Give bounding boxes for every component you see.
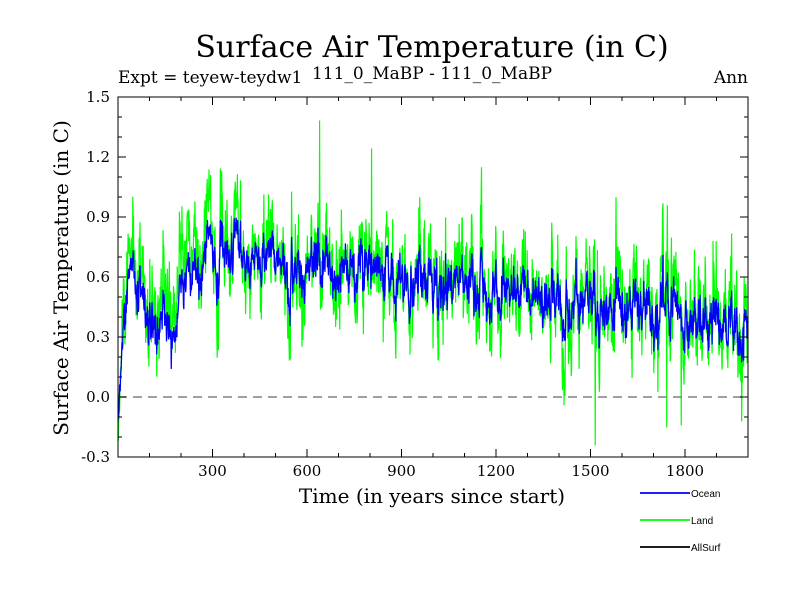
period-label: 111_0_MaBP - 111_0_MaBP: [312, 64, 552, 84]
y-tick-label: 1.5: [86, 88, 110, 106]
experiment-label: Expt = teyew-teydw1: [118, 68, 302, 88]
series-line-ocean: [118, 217, 748, 421]
plot-area: -0.3 0.0 0.3 0.6 0.9 1.2 1.5 300 600 900 1200 1500 1…: [81, 88, 749, 480]
y-tick-label: -0.3: [81, 448, 110, 466]
x-tick-label: 1200: [477, 462, 515, 480]
y-tick-label: 0.6: [86, 268, 110, 286]
legend: Ocean Land AllSurf: [640, 489, 721, 554]
x-tick-label: 1800: [666, 462, 704, 480]
y-tick-label: 0.9: [86, 208, 110, 226]
y-tick-label: 0.3: [86, 328, 110, 346]
season-label: Ann: [713, 68, 748, 88]
x-tick-label: 300: [198, 462, 227, 480]
y-tick-label: 1.2: [86, 148, 110, 166]
y-axis-title: Surface Air Temperature (in C): [49, 120, 73, 436]
x-tick-label: 1500: [571, 462, 609, 480]
x-axis-title: Time (in years since start): [299, 484, 565, 508]
legend-label-ocean: Ocean: [691, 489, 720, 500]
chart-title: Surface Air Temperature (in C): [195, 30, 668, 65]
legend-label-land: Land: [691, 516, 713, 527]
y-tick-label: 0.0: [86, 388, 110, 406]
x-tick-label: 900: [387, 462, 416, 480]
legend-label-allsurf: AllSurf: [691, 543, 721, 554]
x-tick-label: 600: [293, 462, 322, 480]
